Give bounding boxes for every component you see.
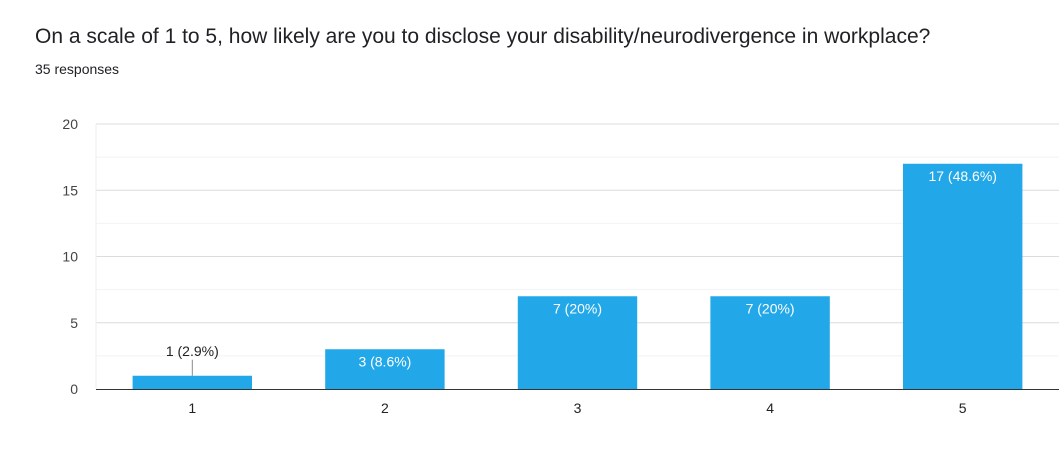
- x-tick-label: 2: [381, 400, 389, 416]
- y-axis-ticks: 0 5 10 15 20: [62, 116, 78, 397]
- y-tick-label: 20: [62, 116, 78, 132]
- x-tick-label: 1: [188, 400, 196, 416]
- x-tick-label: 5: [959, 400, 967, 416]
- bar[interactable]: [132, 375, 253, 389]
- data-labels: 1 (2.9%) 3 (8.6%) 7 (20%) 7 (20%) 17 (48.6%): [166, 168, 997, 376]
- y-tick-label: 0: [70, 381, 78, 397]
- x-axis-ticks: 1 2 3 4 5: [188, 400, 966, 416]
- data-label: 1 (2.9%): [166, 343, 219, 359]
- y-tick-label: 15: [62, 182, 78, 198]
- chart-title: On a scale of 1 to 5, how likely are you…: [35, 25, 931, 48]
- bar[interactable]: [325, 349, 445, 389]
- data-label: 7 (20%): [553, 300, 602, 316]
- data-label: 3 (8.6%): [358, 353, 411, 369]
- response-count: 35 responses: [35, 61, 120, 77]
- bars: [132, 163, 1023, 389]
- x-tick-label: 4: [766, 400, 774, 416]
- data-label: 7 (20%): [746, 300, 795, 316]
- bar[interactable]: [517, 296, 638, 389]
- gridlines: [95, 123, 1059, 389]
- x-tick-label: 3: [574, 400, 582, 416]
- bar[interactable]: [902, 163, 1023, 389]
- y-tick-label: 5: [70, 315, 78, 331]
- y-tick-label: 10: [62, 249, 78, 265]
- data-label: 17 (48.6%): [928, 168, 996, 184]
- bar[interactable]: [710, 296, 830, 389]
